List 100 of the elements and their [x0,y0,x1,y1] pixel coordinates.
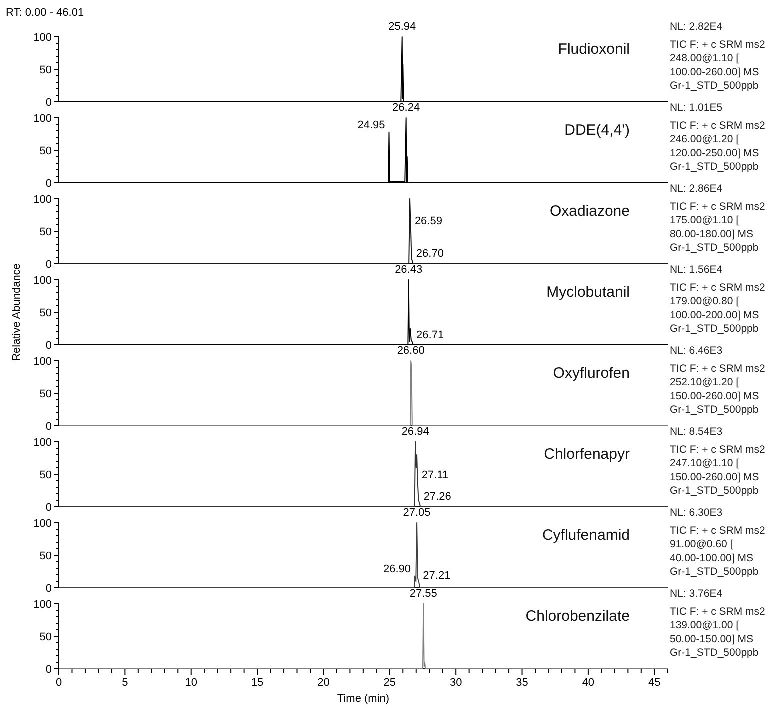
text: 247.10@1.10 [ [670,458,740,470]
x-axis-title: Time (min) [337,693,390,705]
y-tick-label: 0 [46,340,52,352]
y-tick-label: 50 [40,307,52,320]
text: TIC F: + c SRM ms2 [670,200,766,213]
y-tick-label: 100 [34,32,52,44]
text: 120.00-250.00] MS [670,147,760,160]
text: TIC F: + c SRM ms2 [670,282,766,294]
chart-title: Oxadiazone [550,203,630,220]
x-tick-label: 20 [318,677,330,689]
annotation: 26.43 [395,264,423,276]
chart-title: Fludioxonil [558,41,630,58]
text: 150.00-260.00] MS [670,390,760,402]
text: 179.00@0.80 [ [670,296,740,308]
y-tick-label: 0 [46,664,52,676]
text: NL: 6.30E3 [670,507,723,519]
x-tick-label: 25 [384,677,396,689]
x-tick-label: 45 [648,677,661,689]
annotation: 24.95 [358,119,386,132]
y-tick-label: 0 [46,502,52,514]
x-tick-label: 10 [185,677,198,689]
annotation: 27.11 [422,469,449,482]
y-tick-label: 0 [46,96,52,109]
annotation: 26.71 [416,329,444,342]
annotation: 27.26 [424,490,452,503]
text: Gr-1_STD_500ppb [670,161,759,174]
text: NL: 2.86E4 [670,183,723,195]
annotation: 26.94 [402,426,430,438]
text: Gr-1_STD_500ppb [670,404,759,416]
y-tick-label: 50 [40,469,52,482]
y-axis-title: Relative Abundance [11,264,23,362]
y-tick-label: 50 [40,226,52,238]
chart-title: Chlorfenapyr [544,446,630,463]
y-tick-label: 50 [40,388,52,400]
text: 248.00@1.10 [ [670,52,740,65]
chart-title: DDE(4,4') [564,122,630,139]
x-tick-label: 40 [582,677,595,689]
text: Gr-1_STD_500ppb [670,80,759,92]
text: Gr-1_STD_500ppb [670,485,759,498]
text: 40.00-100.00] MS [670,552,754,564]
annotation: 25.94 [388,21,416,33]
text: 80.00-180.00] MS [670,228,754,240]
y-tick-label: 0 [46,582,52,595]
text: TIC F: + c SRM ms2 [670,362,766,375]
text: NL: 6.46E3 [670,345,723,357]
y-tick-label: 100 [34,356,52,368]
x-tick-label: 35 [516,677,528,689]
y-tick-label: 0 [46,178,52,190]
y-tick-label: 0 [46,420,52,433]
chart-subtitle: RT: 0.00 - 46.01 [6,7,84,19]
chart-title: Chlorobenzilate [526,608,630,625]
text: TIC F: + c SRM ms2 [670,38,766,51]
text: 175.00@1.10 [ [670,214,740,227]
chart-title: Myclobutanil [546,284,630,301]
chart-title: Cyflufenamid [542,527,630,544]
text: 100.00-260.00] MS [670,66,760,78]
annotation: 26.24 [392,102,420,114]
text: Gr-1_STD_500ppb [670,242,759,254]
text: NL: 1.56E4 [670,264,723,276]
text: 150.00-260.00] MS [670,471,760,484]
text: TIC F: + c SRM ms2 [670,524,766,537]
y-tick-label: 100 [34,598,52,611]
y-tick-label: 100 [34,274,52,287]
y-tick-label: 100 [34,518,52,530]
x-tick-label: 0 [56,677,62,689]
text: NL: 3.76E4 [670,588,723,600]
annotation: 26.70 [416,248,444,260]
text: NL: 2.82E4 [670,21,723,33]
text: 50.00-150.00] MS [670,633,754,646]
text: TIC F: + c SRM ms2 [670,120,766,132]
x-tick-label: 30 [450,677,462,689]
text: 246.00@1.20 [ [670,134,740,146]
text: Gr-1_STD_500ppb [670,323,759,336]
y-tick-label: 50 [40,64,52,76]
text: NL: 1.01E5 [670,102,723,114]
y-tick-label: 100 [34,436,52,449]
x-tick-label: 5 [122,677,128,689]
annotation: 27.05 [403,507,431,519]
text: 252.10@1.20 [ [670,376,740,389]
annotation: 27.55 [410,588,438,600]
y-tick-label: 100 [34,112,52,125]
chart-title: Oxyflurofen [553,365,630,382]
y-tick-label: 50 [40,550,52,562]
y-tick-label: 50 [40,145,52,158]
text: NL: 8.54E3 [670,426,723,438]
x-tick-label: 15 [251,677,264,689]
text: TIC F: + c SRM ms2 [670,444,766,456]
y-tick-label: 50 [40,631,52,644]
text: 100.00-200.00] MS [670,309,760,322]
y-tick-label: 0 [46,258,52,271]
annotation: 26.90 [384,563,412,576]
y-tick-label: 100 [34,194,52,206]
annotation: 26.60 [397,345,425,357]
text: 139.00@1.00 [ [670,620,740,632]
text: Gr-1_STD_500ppb [670,566,759,578]
text: 91.00@0.60 [ [670,538,734,551]
annotation: 27.21 [423,570,451,582]
text: TIC F: + c SRM ms2 [670,606,766,618]
annotation: 26.59 [414,215,442,228]
text: Gr-1_STD_500ppb [670,647,759,660]
